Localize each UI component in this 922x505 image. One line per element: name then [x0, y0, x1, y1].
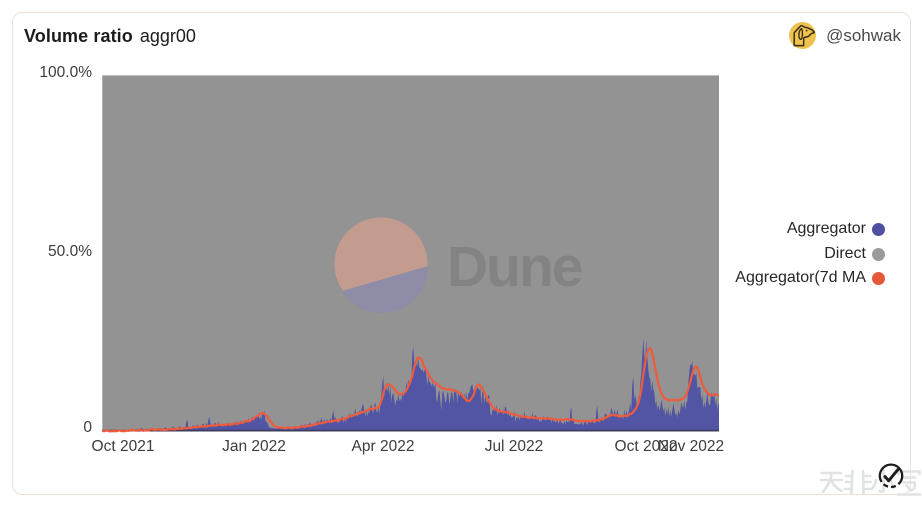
svg-text:Dune: Dune	[447, 235, 582, 299]
